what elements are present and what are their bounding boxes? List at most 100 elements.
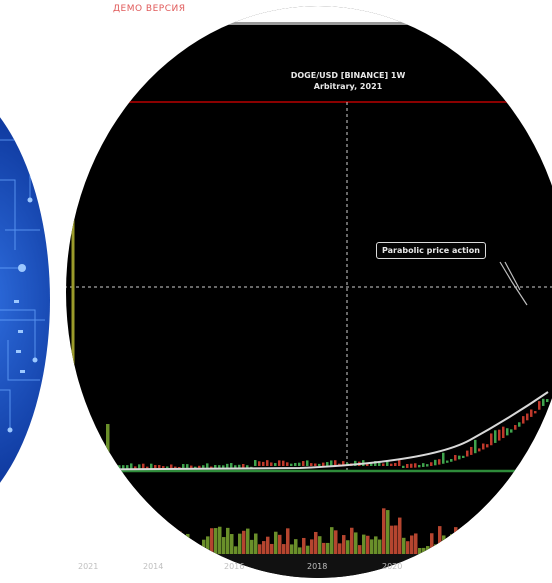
candle bbox=[482, 443, 485, 450]
candle bbox=[294, 462, 297, 466]
candle bbox=[14, 465, 17, 469]
volume-bar bbox=[386, 510, 390, 554]
volume-bar bbox=[230, 534, 234, 554]
volume-bar bbox=[318, 536, 322, 554]
candle bbox=[166, 466, 169, 469]
candle bbox=[50, 466, 53, 469]
volume-bar bbox=[462, 542, 466, 554]
volume-bar bbox=[38, 527, 42, 554]
candle bbox=[258, 461, 261, 466]
volume-bar bbox=[94, 518, 98, 554]
candle bbox=[146, 466, 149, 469]
volume-bar bbox=[122, 528, 126, 554]
volume-bar bbox=[338, 543, 342, 554]
candle bbox=[466, 450, 469, 457]
volume-bar bbox=[522, 531, 526, 554]
candle bbox=[266, 460, 269, 466]
candle bbox=[206, 463, 209, 469]
volume-bar bbox=[358, 545, 362, 554]
candle bbox=[114, 463, 117, 469]
candle bbox=[334, 460, 337, 466]
volume-bar bbox=[34, 544, 38, 554]
volume-bar bbox=[154, 546, 158, 554]
volume-bar bbox=[362, 534, 366, 554]
volume-bar bbox=[354, 532, 358, 554]
candle bbox=[366, 462, 369, 466]
candle bbox=[242, 463, 245, 469]
candle bbox=[22, 466, 25, 469]
volume-bar bbox=[422, 547, 426, 554]
volume-bar bbox=[10, 545, 14, 554]
candle bbox=[218, 465, 221, 469]
candle bbox=[290, 463, 293, 466]
volume-bar bbox=[162, 541, 166, 554]
volume-bar bbox=[482, 545, 486, 554]
candle bbox=[538, 401, 541, 410]
volume-bar bbox=[70, 542, 74, 554]
volume-bar bbox=[258, 544, 262, 554]
candle bbox=[90, 463, 93, 469]
volume-bar bbox=[26, 537, 30, 554]
volume-bar bbox=[502, 542, 506, 554]
volume-bar bbox=[406, 541, 410, 554]
candle bbox=[462, 455, 465, 458]
volume-bar bbox=[326, 542, 330, 554]
parabolic-trend-curve bbox=[66, 391, 549, 471]
candle bbox=[186, 464, 189, 469]
candle bbox=[414, 463, 417, 468]
candle bbox=[534, 411, 537, 414]
candle bbox=[546, 399, 549, 403]
candle bbox=[158, 465, 161, 469]
volume-bar bbox=[530, 532, 534, 554]
volume-bar bbox=[18, 535, 22, 554]
volume-bar bbox=[474, 546, 478, 554]
volume-bar bbox=[126, 545, 130, 554]
candle bbox=[426, 464, 429, 467]
volume-bar bbox=[322, 542, 326, 554]
candle bbox=[394, 463, 397, 466]
volume-bar bbox=[22, 531, 26, 554]
candle bbox=[134, 466, 137, 469]
candle bbox=[226, 463, 229, 469]
volume-bar bbox=[438, 526, 442, 554]
candle bbox=[94, 466, 97, 469]
candle bbox=[182, 464, 185, 469]
volume-bar bbox=[90, 506, 94, 554]
candle bbox=[418, 464, 421, 468]
candle bbox=[130, 463, 133, 469]
volume-bar bbox=[442, 535, 446, 554]
volume-bar bbox=[302, 537, 306, 554]
volume-bar bbox=[310, 539, 314, 554]
volume-bar bbox=[142, 544, 146, 554]
volume-bar bbox=[226, 527, 230, 554]
candle bbox=[46, 465, 49, 469]
volume-bar bbox=[290, 544, 294, 554]
candle bbox=[126, 465, 129, 469]
candle bbox=[498, 429, 501, 441]
volume-bar bbox=[430, 533, 434, 554]
volume-bar bbox=[398, 517, 402, 554]
candle bbox=[526, 413, 529, 421]
volume-bar bbox=[294, 539, 298, 554]
candle bbox=[78, 466, 81, 469]
candle bbox=[118, 465, 121, 469]
candle bbox=[222, 465, 225, 469]
volume-bar bbox=[286, 528, 290, 554]
volume-bar bbox=[86, 504, 90, 554]
volume-bar bbox=[490, 537, 494, 554]
x-tick-label: 2018 bbox=[307, 562, 328, 571]
candle bbox=[446, 460, 449, 463]
candle bbox=[262, 461, 265, 466]
candle bbox=[198, 465, 201, 469]
volume-bar bbox=[298, 547, 302, 554]
candle bbox=[542, 398, 545, 406]
candle bbox=[530, 409, 533, 417]
volume-bar bbox=[206, 536, 210, 554]
volume-bar bbox=[334, 530, 338, 554]
volume-bar bbox=[194, 546, 198, 554]
candle bbox=[110, 465, 113, 469]
volume-bar bbox=[202, 539, 206, 554]
candle bbox=[202, 465, 205, 469]
volume-bar bbox=[538, 547, 542, 554]
callout-pointer bbox=[499, 261, 528, 306]
